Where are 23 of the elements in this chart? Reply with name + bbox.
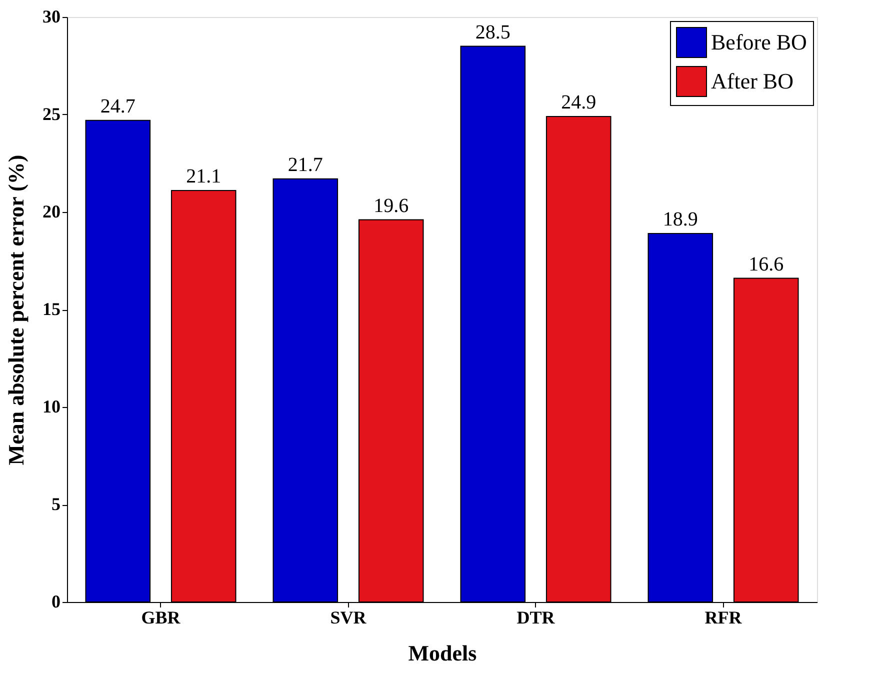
y-tick-label: 30: [42, 6, 60, 26]
data-label: 18.9: [662, 208, 698, 230]
x-tick-label: RFR: [704, 608, 743, 628]
y-tick-label: 5: [52, 494, 60, 514]
y-axis-title: Mean absolute percent error (%): [4, 154, 28, 466]
data-label: 16.6: [748, 253, 784, 276]
data-label: 24.9: [561, 91, 596, 114]
x-axis-title: Models: [408, 640, 478, 666]
x-tick-label: SVR: [330, 608, 368, 628]
legend-label: Before BO: [711, 30, 807, 54]
data-label: 21.7: [288, 154, 323, 176]
y-tick-label: 0: [52, 592, 60, 612]
y-tick-label: 10: [42, 396, 60, 416]
y-tick-label: 20: [42, 202, 60, 222]
data-label: 28.5: [475, 21, 510, 44]
x-tick-label: GBR: [141, 608, 182, 628]
data-label: 21.1: [186, 166, 222, 188]
y-tick-label: 15: [42, 299, 60, 319]
data-label: 24.7: [100, 95, 136, 118]
y-tick-label: 25: [42, 104, 60, 124]
data-label: 19.6: [374, 194, 409, 217]
legend-label: After BO: [711, 68, 794, 94]
x-tick-label: DTR: [516, 608, 556, 628]
